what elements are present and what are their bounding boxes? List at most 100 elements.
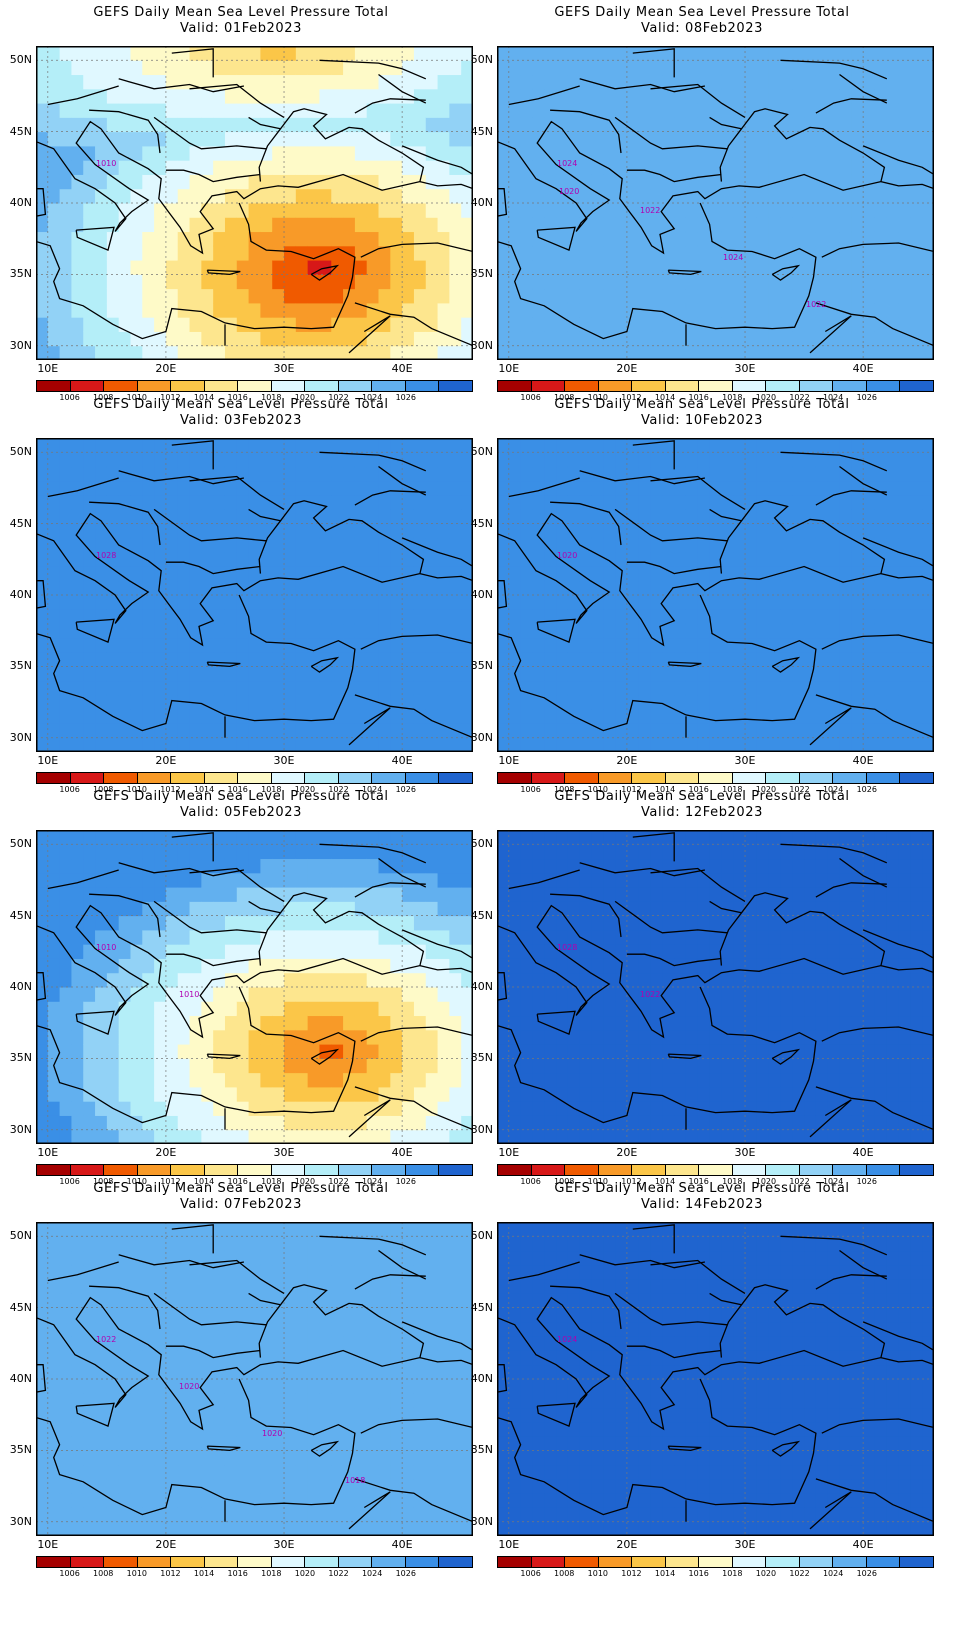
pressure-cell bbox=[248, 552, 261, 567]
pressure-cell bbox=[922, 317, 934, 332]
pressure-cell bbox=[650, 160, 663, 175]
pressure-cell bbox=[378, 274, 391, 290]
pressure-cell bbox=[697, 830, 711, 845]
pressure-cell bbox=[815, 537, 829, 553]
pressure-cell bbox=[413, 203, 427, 218]
pressure-cell bbox=[248, 1086, 261, 1102]
pressure-cell bbox=[319, 174, 332, 190]
pressure-cell bbox=[520, 245, 533, 261]
pressure-cell bbox=[579, 88, 592, 104]
pressure-cell bbox=[591, 901, 604, 917]
pressure-cell bbox=[307, 1101, 320, 1116]
pressure-cell bbox=[685, 345, 699, 360]
pressure-cell bbox=[248, 830, 261, 845]
pressure-cell bbox=[874, 609, 888, 625]
pressure-cell bbox=[413, 480, 427, 496]
pressure-cell bbox=[343, 131, 356, 147]
pressure-cell bbox=[378, 566, 391, 582]
colorbar-tick-label: 1022 bbox=[328, 1177, 349, 1186]
pressure-cell bbox=[343, 637, 356, 653]
pressure-cell bbox=[685, 666, 699, 682]
pressure-cell bbox=[733, 1044, 746, 1059]
pressure-cell bbox=[768, 1015, 781, 1031]
pressure-cell bbox=[331, 331, 344, 347]
pressure-cell bbox=[47, 1029, 61, 1045]
pressure-cell bbox=[272, 274, 285, 290]
pressure-cell bbox=[615, 466, 628, 482]
pressure-cell bbox=[201, 723, 214, 739]
pressure-cell bbox=[709, 666, 722, 682]
pressure-cell bbox=[874, 452, 888, 468]
pressure-cell bbox=[497, 844, 510, 860]
pressure-cell bbox=[118, 915, 131, 931]
pressure-cell bbox=[36, 830, 49, 845]
pressure-cell bbox=[874, 88, 888, 104]
pressure-cell bbox=[189, 131, 202, 147]
pressure-cell bbox=[497, 1044, 510, 1059]
pressure-cell bbox=[709, 317, 722, 332]
pressure-cell bbox=[591, 46, 604, 61]
pressure-cell bbox=[437, 103, 450, 118]
pressure-cell bbox=[413, 637, 427, 653]
pressure-cell bbox=[402, 188, 415, 204]
pressure-cell bbox=[685, 60, 699, 76]
pressure-cell bbox=[745, 1044, 758, 1059]
pressure-cell bbox=[224, 131, 238, 147]
pressure-cell bbox=[59, 317, 72, 332]
pressure-cell bbox=[366, 609, 380, 625]
longitude-label: 20E bbox=[155, 362, 177, 375]
pressure-cell bbox=[248, 680, 261, 696]
pressure-cell bbox=[461, 958, 473, 974]
pressure-cell bbox=[721, 274, 734, 290]
pressure-cell bbox=[378, 680, 391, 696]
pressure-cell bbox=[461, 160, 473, 175]
pressure-cell bbox=[248, 872, 261, 888]
pressure-cell bbox=[83, 580, 96, 596]
coastline bbox=[880, 180, 934, 190]
pressure-cell bbox=[47, 302, 61, 318]
pressure-cell bbox=[83, 858, 96, 874]
pressure-cell bbox=[260, 302, 273, 318]
pressure-cell bbox=[827, 231, 841, 247]
pressure-cell bbox=[425, 1086, 439, 1102]
pressure-cell bbox=[366, 1058, 380, 1074]
pressure-cell bbox=[685, 694, 699, 710]
pressure-cell bbox=[165, 174, 179, 190]
pressure-cell bbox=[697, 915, 711, 931]
pressure-cell bbox=[638, 1015, 652, 1031]
pressure-cell bbox=[95, 260, 108, 275]
pressure-cell bbox=[331, 60, 344, 76]
coastline bbox=[47, 85, 119, 106]
pressure-cell bbox=[59, 609, 72, 625]
pressure-cell bbox=[307, 217, 320, 233]
pressure-cell bbox=[378, 1044, 391, 1059]
pressure-cell bbox=[449, 1058, 462, 1074]
pressure-cell bbox=[390, 580, 403, 596]
pressure-cell bbox=[721, 666, 734, 682]
pressure-cell bbox=[567, 694, 581, 710]
pressure-cell bbox=[544, 1015, 557, 1031]
pressure-cell bbox=[768, 1086, 781, 1102]
pressure-cell bbox=[378, 495, 391, 510]
pressure-cell bbox=[650, 972, 663, 988]
pressure-cell bbox=[851, 666, 864, 682]
pressure-cell bbox=[697, 160, 711, 175]
pressure-cell bbox=[579, 844, 592, 860]
pressure-cell bbox=[685, 509, 699, 525]
pressure-cell bbox=[425, 1029, 439, 1045]
pressure-cell bbox=[284, 317, 297, 332]
pressure-cell bbox=[272, 245, 285, 261]
pressure-cell bbox=[248, 1101, 261, 1116]
pressure-cell bbox=[201, 274, 214, 290]
pressure-cell bbox=[354, 438, 368, 453]
pressure-cell bbox=[615, 495, 628, 510]
pressure-cell bbox=[83, 466, 96, 482]
pressure-cell bbox=[95, 580, 108, 596]
pressure-cell bbox=[815, 188, 829, 204]
pressure-cell bbox=[177, 60, 191, 76]
pressure-cell bbox=[319, 1072, 332, 1088]
pressure-cell bbox=[685, 737, 699, 752]
pressure-cell bbox=[260, 872, 273, 888]
colorbar-tick-label: 1008 bbox=[554, 785, 575, 794]
pressure-cell bbox=[508, 103, 522, 118]
